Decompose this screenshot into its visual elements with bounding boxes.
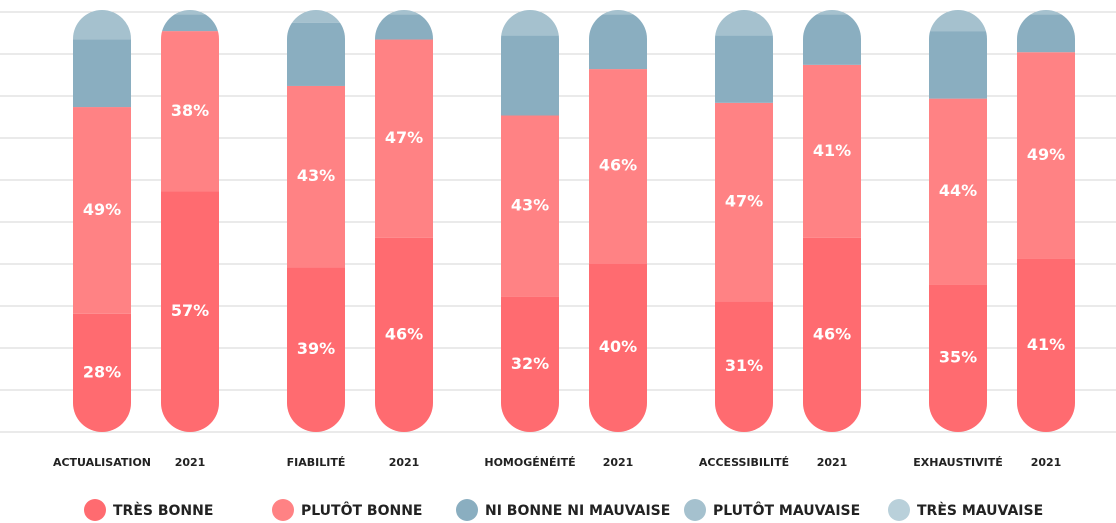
value-label: 41%: [813, 141, 851, 160]
bar-segment: [501, 10, 559, 36]
value-label: 40%: [599, 337, 637, 356]
x-tick-label: ACTUALISATION: [53, 456, 151, 469]
bar: [589, 10, 647, 432]
bar-segment: [375, 10, 433, 15]
bar-segment: [287, 22, 345, 86]
bar-segment: [501, 35, 559, 116]
x-tick-label: FIABILITÉ: [287, 456, 346, 469]
bar-segment: [1017, 14, 1075, 53]
bar-segment: [589, 263, 647, 432]
x-tick-label: 2021: [1031, 456, 1062, 469]
bar-segment: [375, 14, 433, 40]
x-tick-label: ACCESSIBILITÉ: [699, 456, 789, 469]
bar: [929, 10, 987, 432]
bar-segment: [803, 64, 861, 238]
bar: [715, 10, 773, 432]
bar-segment: [589, 14, 647, 70]
legend-swatch: [456, 499, 478, 521]
value-label: 28%: [83, 362, 121, 381]
bar-segment: [501, 115, 559, 297]
bar-segment: [715, 102, 773, 302]
x-tick-label: 2021: [603, 456, 634, 469]
bar-segment: [929, 10, 987, 32]
bar: [73, 10, 131, 432]
bar-segment: [501, 296, 559, 432]
bar-segment: [73, 313, 131, 432]
value-label: 49%: [83, 200, 121, 219]
bar-segment: [161, 14, 219, 32]
bar: [375, 10, 433, 432]
x-tick-label: EXHAUSTIVITÉ: [913, 456, 1002, 469]
bar-segment: [803, 10, 861, 15]
legend-swatch: [888, 499, 910, 521]
value-label: 32%: [511, 354, 549, 373]
legend-label: TRÈS BONNE: [113, 502, 213, 519]
legend-label: PLUTÔT BONNE: [301, 501, 423, 519]
x-tick-label: 2021: [389, 456, 420, 469]
bar-segment: [929, 31, 987, 99]
legend-swatch: [272, 499, 294, 521]
bar-segment: [1017, 10, 1075, 15]
bar-segment: [161, 31, 219, 192]
legend-label: TRÈS MAUVAISE: [917, 502, 1043, 519]
x-tick-label: 2021: [175, 456, 206, 469]
bar-segment: [929, 98, 987, 285]
x-tick-label: HOMOGÉNÉITÉ: [484, 456, 575, 469]
bar: [803, 10, 861, 432]
bar-segment: [589, 10, 647, 15]
bar-segment: [161, 191, 219, 432]
legend-label: NI BONNE NI MAUVAISE: [485, 503, 670, 519]
legend-label: PLUTÔT MAUVAISE: [713, 501, 860, 519]
bar-segment: [803, 14, 861, 65]
value-label: 47%: [385, 128, 423, 147]
legend-swatch: [84, 499, 106, 521]
bar: [1017, 10, 1075, 432]
value-label: 38%: [171, 101, 209, 120]
x-tick-label: 2021: [817, 456, 848, 469]
value-label: 43%: [511, 196, 549, 215]
bar-segment: [73, 10, 131, 40]
bar-segment: [287, 85, 345, 268]
bar-segment: [161, 10, 219, 15]
bar-segment: [287, 267, 345, 432]
value-label: 46%: [599, 156, 637, 175]
value-label: 57%: [171, 301, 209, 320]
bar-segment: [715, 35, 773, 103]
value-label: 35%: [939, 348, 977, 367]
bar: [501, 10, 559, 432]
value-label: 49%: [1027, 145, 1065, 164]
bar-segment: [929, 284, 987, 432]
bar-segment: [803, 237, 861, 432]
bar-segment: [73, 39, 131, 108]
bar: [161, 10, 219, 432]
legend-swatch: [684, 499, 706, 521]
bar-segment: [1017, 52, 1075, 259]
bar-segment: [589, 69, 647, 264]
bar-segment: [375, 237, 433, 432]
bar-segment: [715, 301, 773, 432]
bar-segment: [715, 10, 773, 36]
value-label: 47%: [725, 192, 763, 211]
value-label: 43%: [297, 166, 335, 185]
bar-segment: [1017, 258, 1075, 432]
value-label: 39%: [297, 339, 335, 358]
value-label: 44%: [939, 181, 977, 200]
value-label: 46%: [813, 324, 851, 343]
value-label: 46%: [385, 324, 423, 343]
bar: [287, 10, 345, 432]
value-label: 31%: [725, 356, 763, 375]
value-label: 41%: [1027, 335, 1065, 354]
bar-segment: [375, 39, 433, 238]
bar-segment: [73, 107, 131, 314]
